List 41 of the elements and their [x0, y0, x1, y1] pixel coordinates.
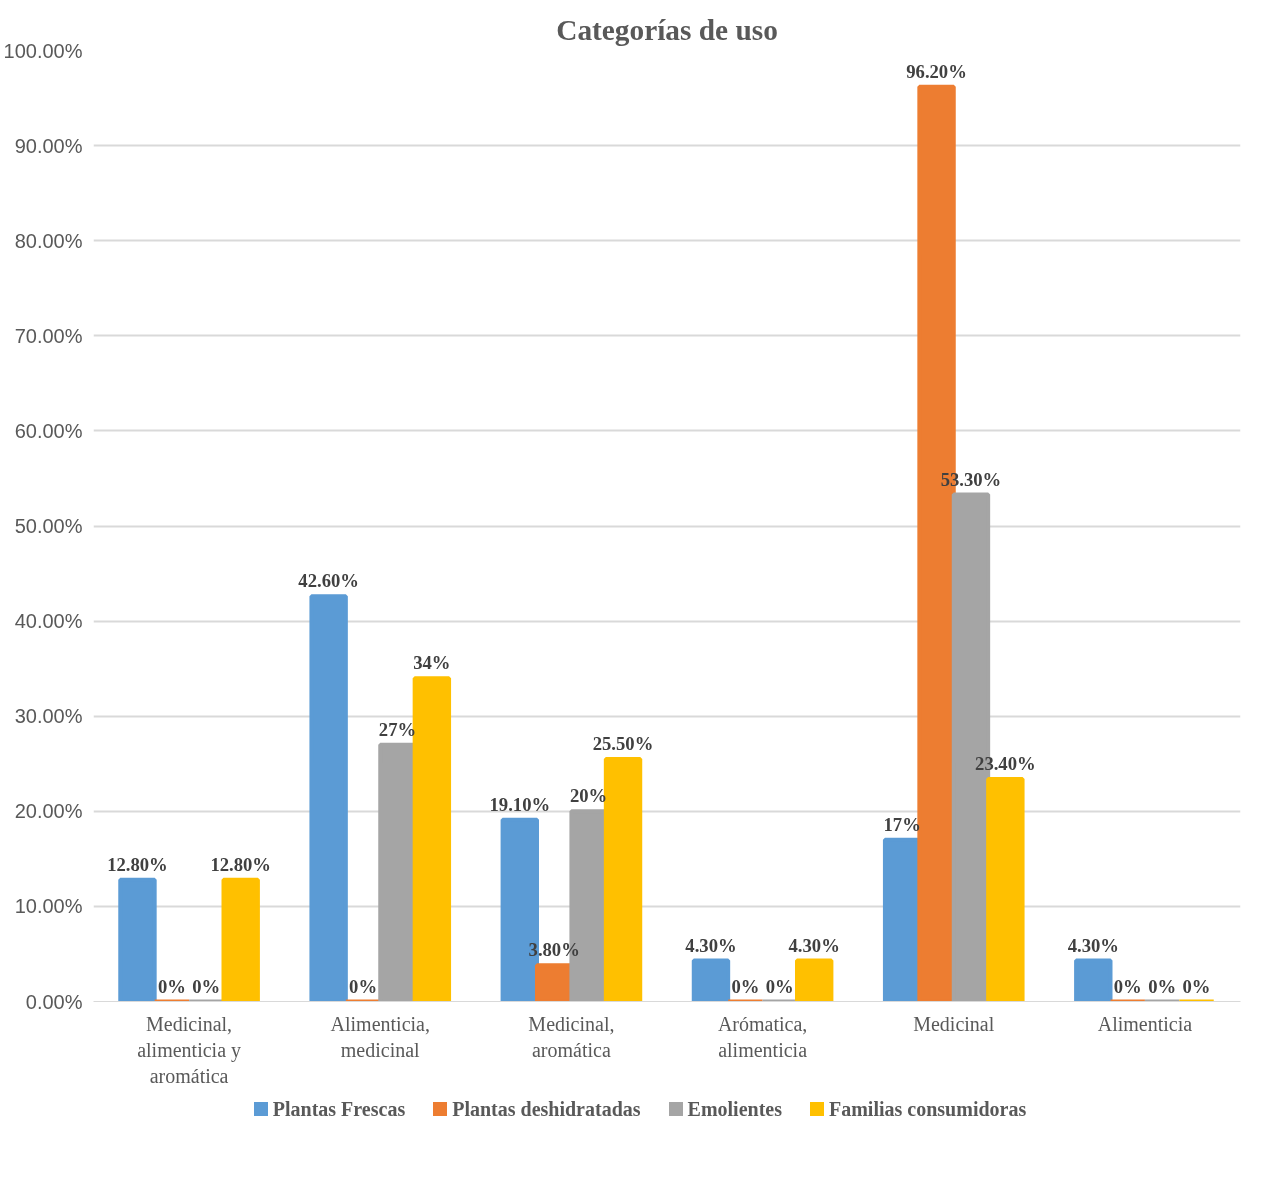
data-label: 0%: [1148, 975, 1177, 997]
x-tick-label: Medicinal, alimenticia y aromática: [137, 1012, 242, 1088]
y-tick-label: 80.00%: [14, 229, 83, 252]
legend-label: Plantas Frescas: [272, 1097, 406, 1122]
y-tick-label: 60.00%: [14, 419, 83, 442]
data-label: 19.10%: [489, 793, 551, 815]
y-tick-label: 40.00%: [14, 610, 83, 633]
data-label: 4.30%: [685, 934, 737, 956]
x-tick-label: Medicinal: [913, 1012, 995, 1035]
y-tick-label: 100.00%: [3, 39, 83, 62]
data-label: 0%: [731, 975, 760, 997]
data-label: 0%: [1182, 975, 1211, 997]
data-label: 4.30%: [788, 934, 840, 956]
data-label: 0%: [765, 975, 794, 997]
x-tick-label: Alimenticia: [1097, 1012, 1193, 1035]
data-label: 23.40%: [975, 752, 1036, 774]
data-label: 12.80%: [210, 853, 272, 875]
y-tick-label: 0.00%: [25, 990, 83, 1013]
y-tick-label: 20.00%: [14, 800, 83, 823]
y-tick-label: 70.00%: [14, 324, 83, 347]
x-tick-label: Arómatica, alimenticia: [717, 1012, 808, 1061]
data-label: 96.20%: [906, 60, 967, 82]
data-label: 0%: [157, 975, 186, 997]
data-label: 34%: [413, 652, 451, 674]
data-label: 42.60%: [298, 570, 359, 592]
y-tick-label: 10.00%: [14, 895, 83, 918]
data-label: 0%: [1113, 975, 1142, 997]
data-label: 25.50%: [592, 732, 654, 754]
y-tick-label: 50.00%: [14, 515, 83, 537]
data-label: 0%: [349, 975, 378, 997]
data-label: 12.80%: [107, 853, 168, 875]
x-tick-label: Alimenticia, medicinal: [330, 1012, 430, 1061]
x-tick-label: Medicinal, aromática: [528, 1012, 615, 1061]
y-tick-label: 30.00%: [14, 705, 83, 728]
chart-title: Categorías de uso: [556, 13, 778, 46]
y-tick-label: 90.00%: [14, 134, 83, 157]
legend-label: Familias consumidoras: [828, 1097, 1027, 1122]
legend-label: Plantas deshidratadas: [452, 1097, 641, 1122]
data-label: 4.30%: [1067, 934, 1119, 956]
data-label: 0%: [192, 975, 221, 997]
legend-label: Emolientes: [687, 1097, 782, 1122]
